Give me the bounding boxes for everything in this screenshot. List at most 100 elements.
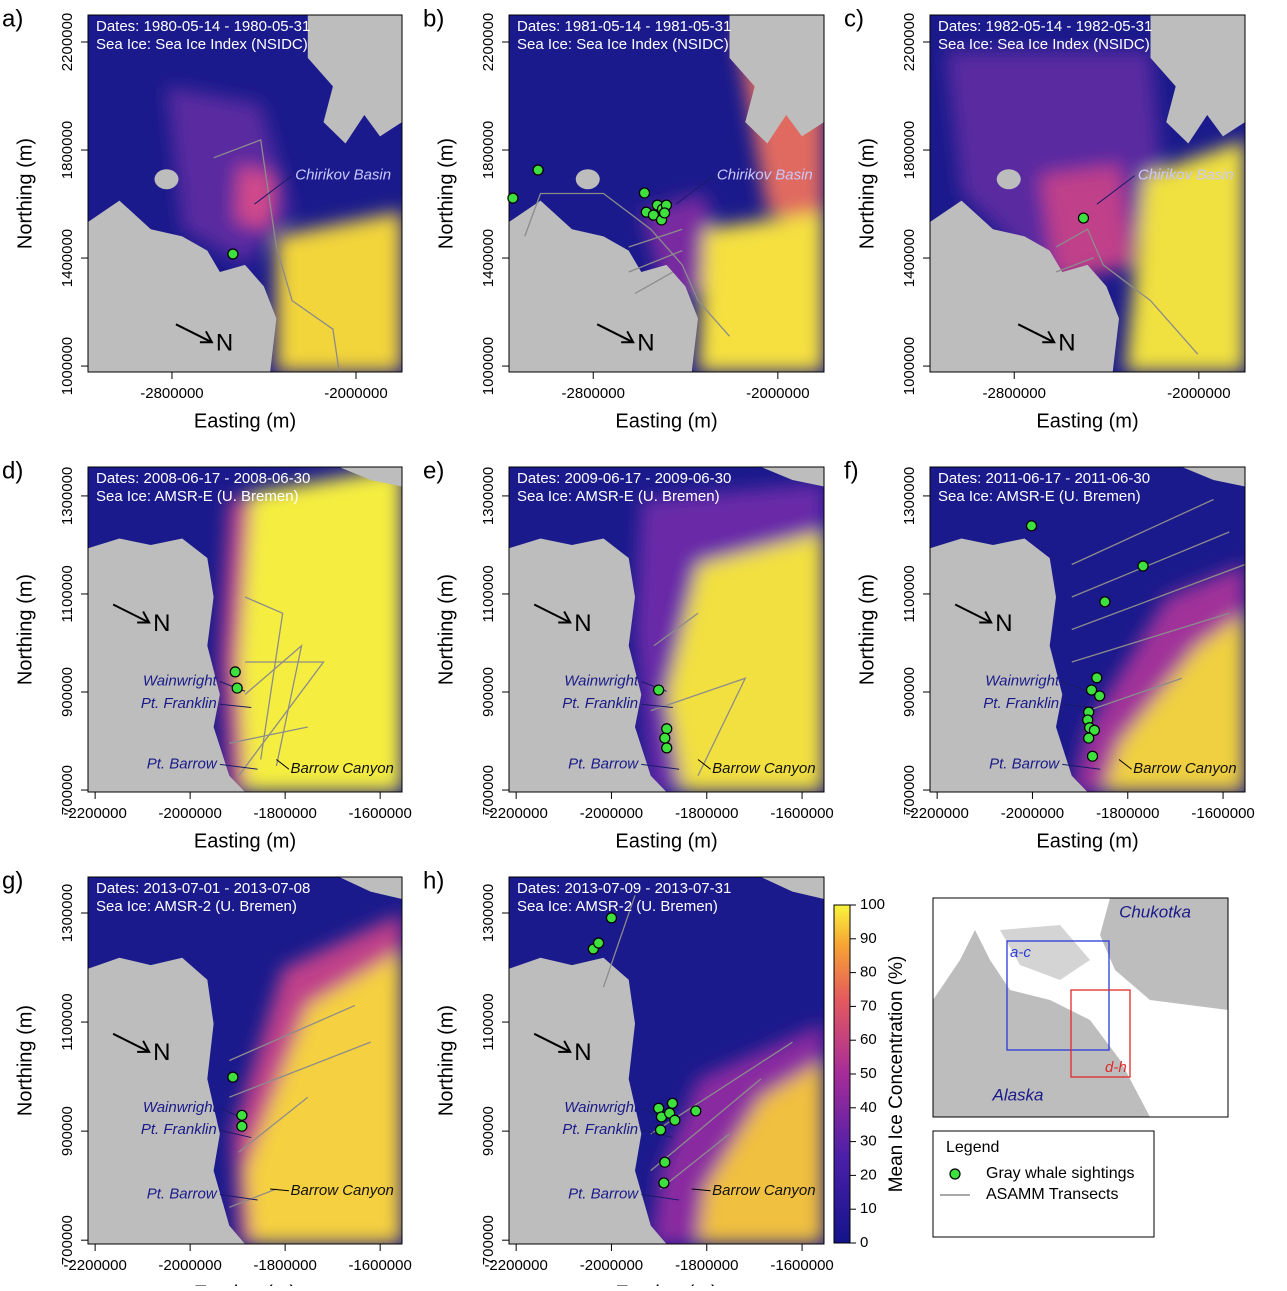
x-tick-label: -2200000 [905, 805, 968, 822]
inset-place: Alaska [991, 1085, 1043, 1104]
x-tick-label: -2800000 [983, 385, 1046, 402]
sighting [659, 732, 671, 744]
panel-label: b) [423, 5, 444, 32]
x-tick-label: -2200000 [63, 805, 126, 822]
y-tick-label: 1300000 [59, 467, 76, 525]
sighting [231, 682, 243, 694]
sighting [658, 1177, 670, 1189]
x-tick-label: -2000000 [158, 805, 221, 822]
transect [1071, 612, 1230, 663]
y-tick-label: 1000000 [59, 337, 76, 395]
map-frame [929, 14, 1246, 373]
ice-blur [945, 50, 1245, 372]
y-tick-label: 1400000 [480, 229, 497, 287]
sea-ice-source: Sea Ice: Sea Ice Index (NSIDC) [938, 36, 1150, 53]
transect [1087, 677, 1183, 712]
transect [1055, 228, 1199, 355]
place-leader [641, 1193, 680, 1201]
x-tick-label: -2000000 [324, 385, 387, 402]
legend-box [932, 1130, 1155, 1238]
map-panel: -2200000 -2000000 -1800000 -1600000 700000 90… [2, 457, 412, 852]
ice-region [276, 211, 402, 372]
y-tick-label: 1100000 [480, 565, 497, 622]
sighting [236, 1120, 248, 1132]
y-axis-label: Northing (m) [856, 574, 878, 685]
transect [1071, 531, 1230, 598]
x-tick-label: -2000000 [580, 805, 643, 822]
x-tick-label: -1600000 [348, 1257, 411, 1274]
ice-blur [232, 913, 402, 1244]
sighting [592, 937, 605, 949]
north-arrow [175, 323, 214, 344]
y-tick-label: 1100000 [901, 565, 918, 622]
x-axis-label: Easting (m) [194, 410, 296, 432]
place-leader [219, 1129, 252, 1139]
transect [653, 612, 699, 647]
map-frame [929, 466, 1246, 793]
map-frame [87, 466, 403, 793]
colorbar-tick-label: 90 [860, 930, 877, 947]
inset-land [1000, 925, 1090, 980]
ice-blur [635, 483, 824, 792]
ice-region [666, 532, 824, 792]
sighting [638, 187, 651, 199]
sighting [654, 1124, 667, 1136]
place-name: Wainwright [564, 672, 639, 689]
ice-region [1125, 139, 1245, 372]
y-tick-label: 1300000 [59, 884, 76, 942]
colorbar-tick-label: 0 [860, 1234, 868, 1251]
ice-region [238, 467, 402, 792]
transect [229, 1041, 371, 1098]
transect [1071, 563, 1245, 631]
place-name: Barrow Canyon [291, 1182, 394, 1199]
north-arrow [533, 1032, 572, 1053]
sea-ice-source: Sea Ice: AMSR-2 (U. Bremen) [517, 898, 718, 915]
y-tick-label: 900000 [480, 1106, 497, 1156]
place-name: Pt. Franklin [141, 1121, 217, 1138]
place-name: Pt. Franklin [562, 1121, 638, 1138]
transect [229, 1188, 277, 1208]
dates: Dates: 2009-06-17 - 2009-06-30 [517, 470, 731, 487]
place-name: Chirikov Basin [717, 167, 813, 184]
north-arrow [954, 603, 993, 624]
land [761, 877, 824, 900]
sighting [1086, 750, 1099, 762]
sighting [1137, 560, 1149, 572]
y-tick-label: 900000 [480, 667, 497, 717]
sighting [1085, 684, 1098, 696]
y-tick-label: 1400000 [901, 229, 918, 287]
dates: Dates: 2013-07-09 - 2013-07-31 [517, 880, 731, 897]
place-leader [254, 175, 293, 205]
map-frame [508, 876, 825, 1245]
place-leader [1096, 175, 1136, 205]
x-tick-label: -1600000 [1191, 805, 1254, 822]
sighting [1083, 732, 1095, 744]
transect [244, 596, 284, 760]
ice-field [88, 877, 402, 1244]
north-label: N [995, 610, 1012, 637]
y-tick-label: 900000 [59, 1106, 76, 1156]
x-tick-label: -1600000 [770, 1257, 833, 1274]
north-arrow [112, 1032, 151, 1053]
island [154, 169, 179, 190]
transect [634, 271, 674, 295]
y-tick-label: 1000000 [480, 337, 497, 395]
place-name: Wainwright [143, 1099, 218, 1116]
place-name: Pt. Barrow [989, 755, 1060, 772]
land [1182, 467, 1245, 487]
y-tick-label: 1100000 [59, 993, 76, 1050]
x-axis-label: Easting (m) [1036, 830, 1138, 852]
colorbar-tick-label: 70 [860, 997, 877, 1014]
sea-ice-source: Sea Ice: AMSR-2 (U. Bremen) [96, 898, 297, 915]
colorbar-tick-label: 20 [860, 1166, 877, 1183]
land [1150, 15, 1245, 144]
map-panel: -2800000 -2000000 1000000 1400000 1800000 220… [423, 5, 825, 432]
sighting [661, 742, 673, 754]
sighting [661, 723, 673, 735]
y-tick-label: 2200000 [480, 13, 497, 71]
north-label: N [574, 610, 591, 637]
sea-ice-source: Sea Ice: AMSR-E (U. Bremen) [517, 488, 720, 505]
place-name: Wainwright [143, 672, 218, 689]
x-tick-label: -2800000 [562, 385, 625, 402]
